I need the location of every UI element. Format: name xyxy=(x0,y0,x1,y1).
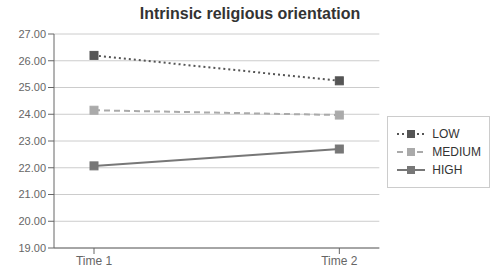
svg-text:19.00: 19.00 xyxy=(18,242,46,254)
html-text:HIGH: HIGH xyxy=(432,163,463,177)
svg-text:Time 1: Time 1 xyxy=(76,254,113,268)
svg-text:20.00: 20.00 xyxy=(18,215,46,227)
svg-text:26.00: 26.00 xyxy=(18,55,46,67)
html-text:LOW: LOW xyxy=(432,127,460,141)
svg-text:25.00: 25.00 xyxy=(18,81,46,93)
html-text:Intrinsic religious orientatio: Intrinsic religious orientation xyxy=(139,5,361,22)
html-text:MEDIUM: MEDIUM xyxy=(432,145,481,159)
svg-text:Time 2: Time 2 xyxy=(321,254,358,268)
svg-text:22.00: 22.00 xyxy=(18,162,46,174)
svg-text:27.00: 27.00 xyxy=(18,28,46,40)
svg-text:24.00: 24.00 xyxy=(18,108,46,120)
svg-text:23.00: 23.00 xyxy=(18,135,46,147)
svg-text:21.00: 21.00 xyxy=(18,188,46,200)
